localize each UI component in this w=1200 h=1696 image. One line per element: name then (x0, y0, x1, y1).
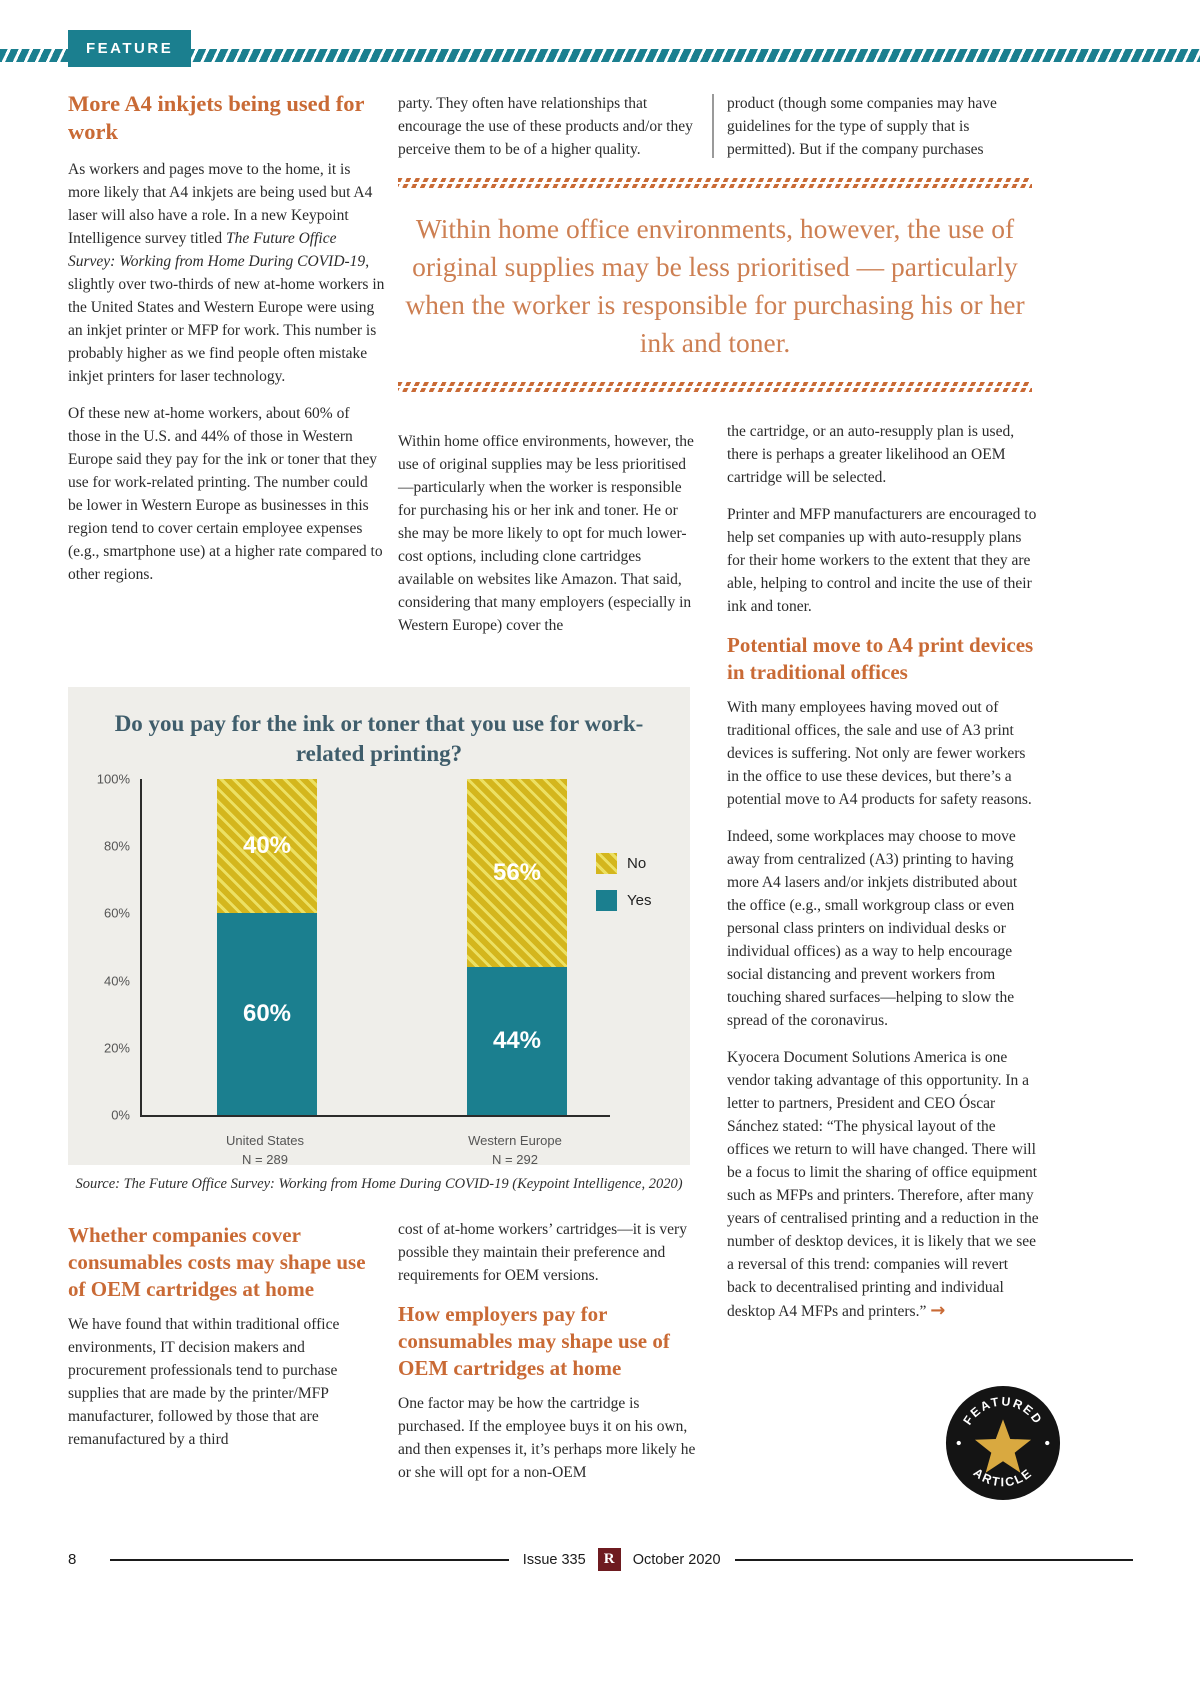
chart-source-line: Source: The Future Office Survey: Workin… (75, 1176, 683, 1192)
survey-title-italic: The Future Office Survey: Working from H… (68, 230, 366, 270)
legend-item-no: No (596, 853, 651, 874)
bar-chart: Do you pay for the ink or toner that you… (68, 687, 690, 1167)
legend-label-no: No (627, 855, 647, 872)
category-sublabel: N = 289 (242, 1152, 288, 1167)
top-striped-rule (0, 49, 1200, 62)
col2-paragraph-bottom-2: One factor may be how the cartridge is p… (398, 1395, 696, 1481)
column-divider-rule (712, 94, 714, 158)
column-1-top: More A4 inkjets being used for work As w… (68, 90, 386, 600)
chart-segment-no: 56% (467, 779, 567, 968)
y-tick-label: 40% (103, 973, 130, 989)
chart-plot: 100% 80% 60% 40% 20% 0% 60% 40% 44% 56% (97, 772, 610, 1123)
feature-tag: FEATURE (68, 30, 192, 67)
col3-paragraph-2: Printer and MFP manufacturers are encour… (727, 506, 1037, 615)
footer-issue: Issue 335 (522, 1551, 586, 1568)
y-tick-label: 20% (103, 1040, 130, 1056)
category-label: Western Europe (468, 1133, 562, 1148)
col3-paragraph-1: the cartridge, or an auto-resupply plan … (727, 423, 1015, 486)
chart-value-label: 56% (492, 859, 542, 887)
article-heading-more-a4-inkjets: More A4 inkjets being used for work (68, 91, 365, 144)
pull-quote-top-rule (398, 178, 1032, 188)
continuation-arrow-icon: → (930, 1300, 946, 1321)
chart-title: Do you pay for the ink or toner that you… (114, 711, 644, 766)
y-tick-label: 80% (103, 838, 130, 854)
column-3-main: the cartridge, or an auto-resupply plan … (727, 420, 1039, 1337)
chart-bar-united-states: 60% 40% (217, 779, 317, 1115)
col1-paragraph-3: We have found that within traditional of… (68, 1316, 340, 1448)
y-tick-label: 0% (111, 1107, 130, 1123)
publisher-logo: R (597, 1548, 621, 1571)
chart-value-label: 44% (492, 1027, 542, 1055)
star-icon (974, 1419, 1032, 1473)
legend-label-yes: Yes (627, 892, 652, 909)
heading-whether-companies-cover: Whether companies cover consumables cost… (68, 1223, 366, 1301)
heading-potential-move-a4: Potential move to A4 print devices in tr… (727, 633, 1034, 684)
page-footer: 8 Issue 335 R October 2020 (68, 1548, 1134, 1571)
pull-quote-block: Within home office environments, however… (398, 178, 1032, 392)
footer-rule-left (110, 1558, 509, 1561)
footer-date: October 2020 (632, 1551, 721, 1568)
pull-quote-text: Within home office environments, however… (405, 213, 1025, 358)
column-2-middle: Within home office environments, however… (398, 433, 694, 634)
x-axis-label-we: Western Europe N = 292 (430, 1131, 600, 1169)
chart-segment-no: 40% (217, 779, 317, 914)
page-number: 8 (68, 1551, 77, 1568)
badge-dot-left (956, 1440, 961, 1446)
column-2-bottom: cost of at-home workers’ cartridges—it i… (398, 1218, 700, 1498)
legend-item-yes: Yes (596, 890, 651, 911)
col3-para5-text: Kyocera Document Solutions America is on… (727, 1049, 1039, 1320)
col1-paragraph-2: Of these new at-home workers, about 60% … (68, 405, 383, 583)
col1-para1-text-a: As workers and pages move to the home, i… (68, 161, 373, 247)
chart-value-label: 60% (242, 1000, 292, 1028)
column-1-bottom: Whether companies cover consumables cost… (68, 1222, 386, 1465)
col1-para1-text-b: , slightly over two-thirds of new at-hom… (68, 253, 385, 385)
column-2-continuation: party. They often have relationships tha… (398, 95, 693, 158)
column-3-continuation: product (though some companies may have … (727, 95, 997, 158)
col3-paragraph-4: Indeed, some workplaces may choose to mo… (727, 828, 1018, 1029)
footer-rule-right (734, 1558, 1134, 1561)
chart-segment-yes: 60% (217, 913, 317, 1115)
legend-swatch-no (596, 853, 617, 874)
badge-svg: FEATURED ARTICLE (945, 1385, 1061, 1501)
chart-value-label: 40% (242, 832, 292, 860)
col2-paragraph-bottom-1: cost of at-home workers’ cartridges—it i… (398, 1221, 687, 1284)
chart-plot-bars: 60% 40% 44% 56% (142, 779, 610, 1115)
category-label: United States (225, 1133, 305, 1148)
pull-quote-bottom-rule (398, 382, 1032, 392)
category-sublabel: N = 292 (492, 1152, 538, 1167)
legend-swatch-yes (596, 890, 617, 911)
col3-paragraph-5: Kyocera Document Solutions America is on… (727, 1046, 1039, 1323)
chart-legend: No Yes (596, 853, 651, 927)
heading-how-employers-pay: How employers pay for consumables may sh… (398, 1302, 670, 1380)
y-tick-label: 60% (103, 905, 130, 921)
chart-y-axis: 100% 80% 60% 40% 20% 0% (97, 772, 610, 1123)
featured-article-badge: FEATURED ARTICLE (944, 1384, 1062, 1502)
badge-dot-right (1045, 1440, 1050, 1446)
chart-bar-western-europe: 44% 56% (467, 779, 567, 1115)
y-tick-label: 100% (96, 771, 130, 787)
col3-paragraph-3: With many employees having moved out of … (727, 699, 1032, 808)
col1-paragraph-1: As workers and pages move to the home, i… (68, 158, 386, 388)
x-axis-label-us: United States N = 289 (180, 1131, 350, 1169)
chart-segment-yes: 44% (467, 967, 567, 1115)
